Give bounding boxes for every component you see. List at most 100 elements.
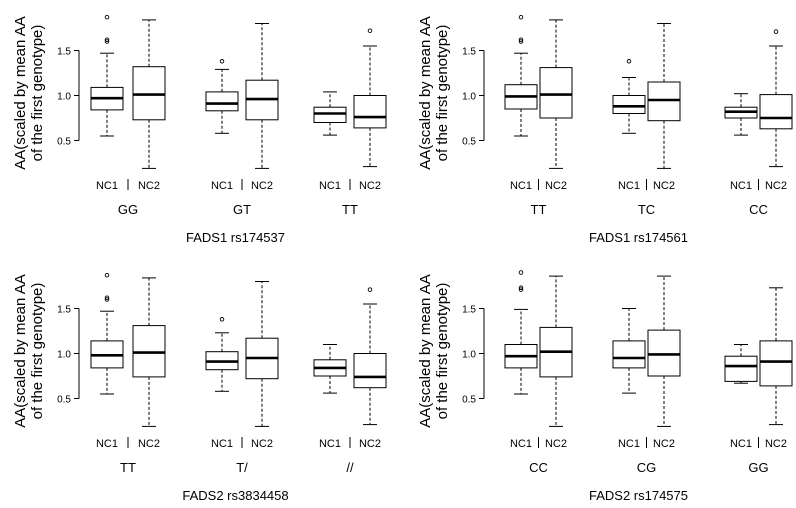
group-label: TT: [531, 202, 547, 217]
y-tick-label: 1.5: [57, 305, 71, 316]
boxplot-TC-NC1: [612, 59, 646, 134]
outlier-point: [626, 59, 632, 64]
chart-panel-3: 0.5 1.0 1.5 AA(scaled by mean AAof the firs…: [12, 272, 387, 503]
boxplot-CC-NC1: [504, 270, 538, 395]
boxplot-GG-NC1: [90, 14, 124, 137]
chart-panel-2: 0.5 1.0 1.5 AA(scaled by mean AAof the firs…: [417, 14, 793, 245]
chart-panel-1: 0.5 1.0 1.5 AA(scaled by mean AAof the firs…: [12, 14, 387, 245]
x-axis-label: FADS1 rs174561: [589, 230, 688, 245]
box-label-NC1: NC1: [96, 438, 118, 450]
y-axis-label: AA(scaled by mean AAof the first genotyp…: [417, 16, 451, 169]
box-label-NC1: NC1: [730, 180, 752, 192]
box-label-NC2: NC2: [765, 438, 787, 450]
boxplot-TT-NC2: [132, 277, 166, 427]
boxplot-TT-NC2: [539, 19, 573, 169]
box-iqr: [759, 340, 793, 387]
boxplot-TT-NC2: [353, 28, 387, 168]
y-tick-label: 0.5: [57, 137, 71, 148]
y-tick-label: 0.5: [462, 137, 476, 148]
box-label-NC1: NC1: [618, 438, 640, 450]
y-axis-label: AA(scaled by mean AAof the first genotyp…: [417, 274, 451, 427]
outlier-point: [104, 37, 110, 42]
outlier-point: [367, 287, 373, 292]
group-label: CC: [749, 202, 768, 217]
box-label-NC2: NC2: [251, 180, 273, 192]
boxplot-CG-NC2: [647, 275, 681, 427]
outlier-point: [518, 270, 524, 275]
box-label-NC2: NC2: [138, 438, 160, 450]
boxplot-T/-NC2: [245, 281, 279, 427]
chart-panel-4: 0.5 1.0 1.5 AA(scaled by mean AAof the firs…: [417, 270, 793, 503]
box-label-NC1: NC1: [618, 180, 640, 192]
boxplot-CC-NC1: [724, 93, 758, 136]
box-label-NC2: NC2: [359, 180, 381, 192]
box-iqr: [539, 67, 573, 119]
y-tick-label: 1.0: [462, 92, 476, 103]
group-label: T/: [236, 460, 248, 475]
outlier-point: [104, 14, 110, 20]
box-label-NC2: NC2: [653, 180, 675, 192]
box-label-NC2: NC2: [359, 438, 381, 450]
box-label-NC2: NC2: [765, 180, 787, 192]
boxplot-GT-NC1: [205, 59, 239, 134]
y-tick-label: 1.0: [57, 350, 71, 361]
outlier-point: [518, 37, 524, 42]
box-label-NC1: NC1: [510, 438, 532, 450]
y-tick-label: 0.5: [462, 395, 476, 406]
outlier-point: [104, 272, 110, 278]
box-iqr: [132, 66, 166, 121]
group-label: CC: [529, 460, 548, 475]
box-iqr: [353, 95, 387, 129]
x-axis-label: FADS2 rs174575: [589, 488, 688, 503]
outlier-point: [219, 59, 225, 64]
boxplot-TT-NC1: [90, 272, 124, 395]
group-label: //: [346, 460, 354, 475]
group-label: GG: [748, 460, 768, 475]
box-label-NC1: NC1: [319, 438, 341, 450]
outlier-point: [518, 285, 524, 291]
outlier-point: [104, 295, 110, 300]
box-iqr: [353, 353, 387, 389]
outlier-point: [104, 297, 110, 302]
boxplot-GG-NC2: [132, 19, 166, 169]
group-label: TT: [120, 460, 136, 475]
box-label-NC1: NC1: [211, 438, 233, 450]
x-axis-label: FADS2 rs3834458: [182, 488, 288, 503]
outlier-point: [518, 39, 524, 44]
y-tick-label: 1.0: [462, 350, 476, 361]
boxplot-GG-NC2: [759, 287, 793, 426]
box-label-NC1: NC1: [730, 438, 752, 450]
outlier-point: [518, 287, 524, 292]
group-label: CG: [637, 460, 657, 475]
outlier-point: [104, 39, 110, 44]
boxplot-CC-NC2: [759, 29, 793, 168]
box-iqr: [205, 91, 239, 112]
y-axis-label: AA(scaled by mean AAof the first genotyp…: [12, 16, 46, 169]
boxplot-T/-NC1: [205, 317, 239, 392]
boxplot-TT-NC1: [504, 14, 538, 137]
box-iqr: [132, 325, 166, 378]
group-label: TT: [342, 202, 358, 217]
boxplot-TT-NC1: [313, 91, 347, 136]
box-label-NC1: NC1: [96, 180, 118, 192]
boxplot-TC-NC2: [647, 23, 681, 169]
outlier-point: [773, 29, 779, 34]
y-axis-label: AA(scaled by mean AAof the first genotyp…: [12, 274, 46, 427]
box-label-NC1: NC1: [211, 180, 233, 192]
box-iqr: [759, 94, 793, 130]
box-iqr: [647, 329, 681, 377]
group-label: GT: [233, 202, 251, 217]
box-label-NC2: NC2: [251, 438, 273, 450]
y-tick-label: 1.5: [462, 47, 476, 58]
box-label-NC1: NC1: [319, 180, 341, 192]
outlier-point: [518, 14, 524, 20]
y-tick-label: 1.5: [57, 47, 71, 58]
outlier-point: [219, 317, 225, 322]
box-label-NC2: NC2: [138, 180, 160, 192]
boxplot-GG-NC1: [724, 344, 758, 384]
y-tick-label: 0.5: [57, 395, 71, 406]
boxplot-CG-NC1: [612, 308, 646, 394]
group-label: GG: [118, 202, 138, 217]
box-iqr: [612, 340, 646, 369]
